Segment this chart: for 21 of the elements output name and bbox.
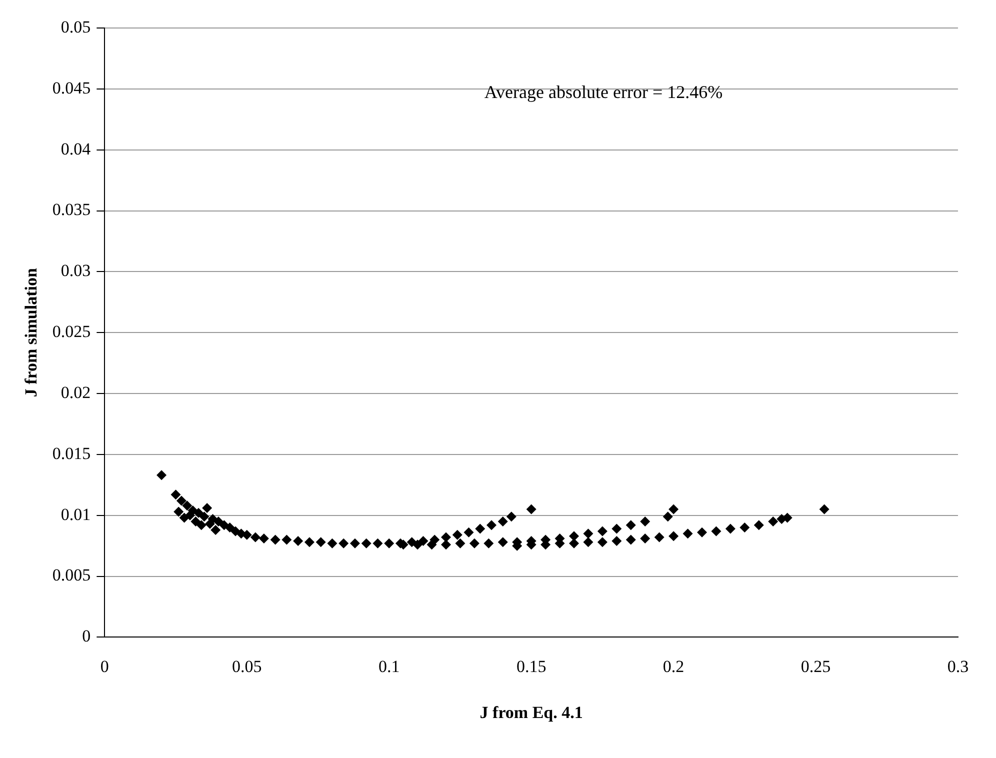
y-axis-title: J from simulation <box>22 268 41 398</box>
y-tick-label: 0.045 <box>52 78 91 98</box>
x-tick-label: 0.3 <box>947 656 969 676</box>
y-tick-label: 0.05 <box>60 17 91 36</box>
x-tick-label: 0.1 <box>378 656 400 676</box>
y-tick-label: 0.005 <box>52 566 91 585</box>
x-tick-label: 0.05 <box>232 656 262 676</box>
y-tick-label: 0.02 <box>60 382 91 402</box>
annotation: Average absolute error = 12.46% <box>484 82 723 102</box>
x-tick-label: 0.15 <box>516 656 546 676</box>
y-tick-label: 0.035 <box>52 200 91 220</box>
y-tick-label: 0.01 <box>60 504 91 524</box>
x-tick-label: 0.2 <box>662 656 684 676</box>
x-tick-label: 0 <box>100 656 109 676</box>
y-tick-label: 0.015 <box>52 444 91 463</box>
x-tick-label: 0.25 <box>800 656 831 676</box>
y-tick-label: 0.03 <box>60 261 91 280</box>
y-tick-label: 0.025 <box>52 322 91 342</box>
x-axis-title: J from Eq. 4.1 <box>480 703 583 722</box>
y-tick-label: 0 <box>82 626 91 646</box>
y-tick-label: 0.04 <box>60 139 92 158</box>
